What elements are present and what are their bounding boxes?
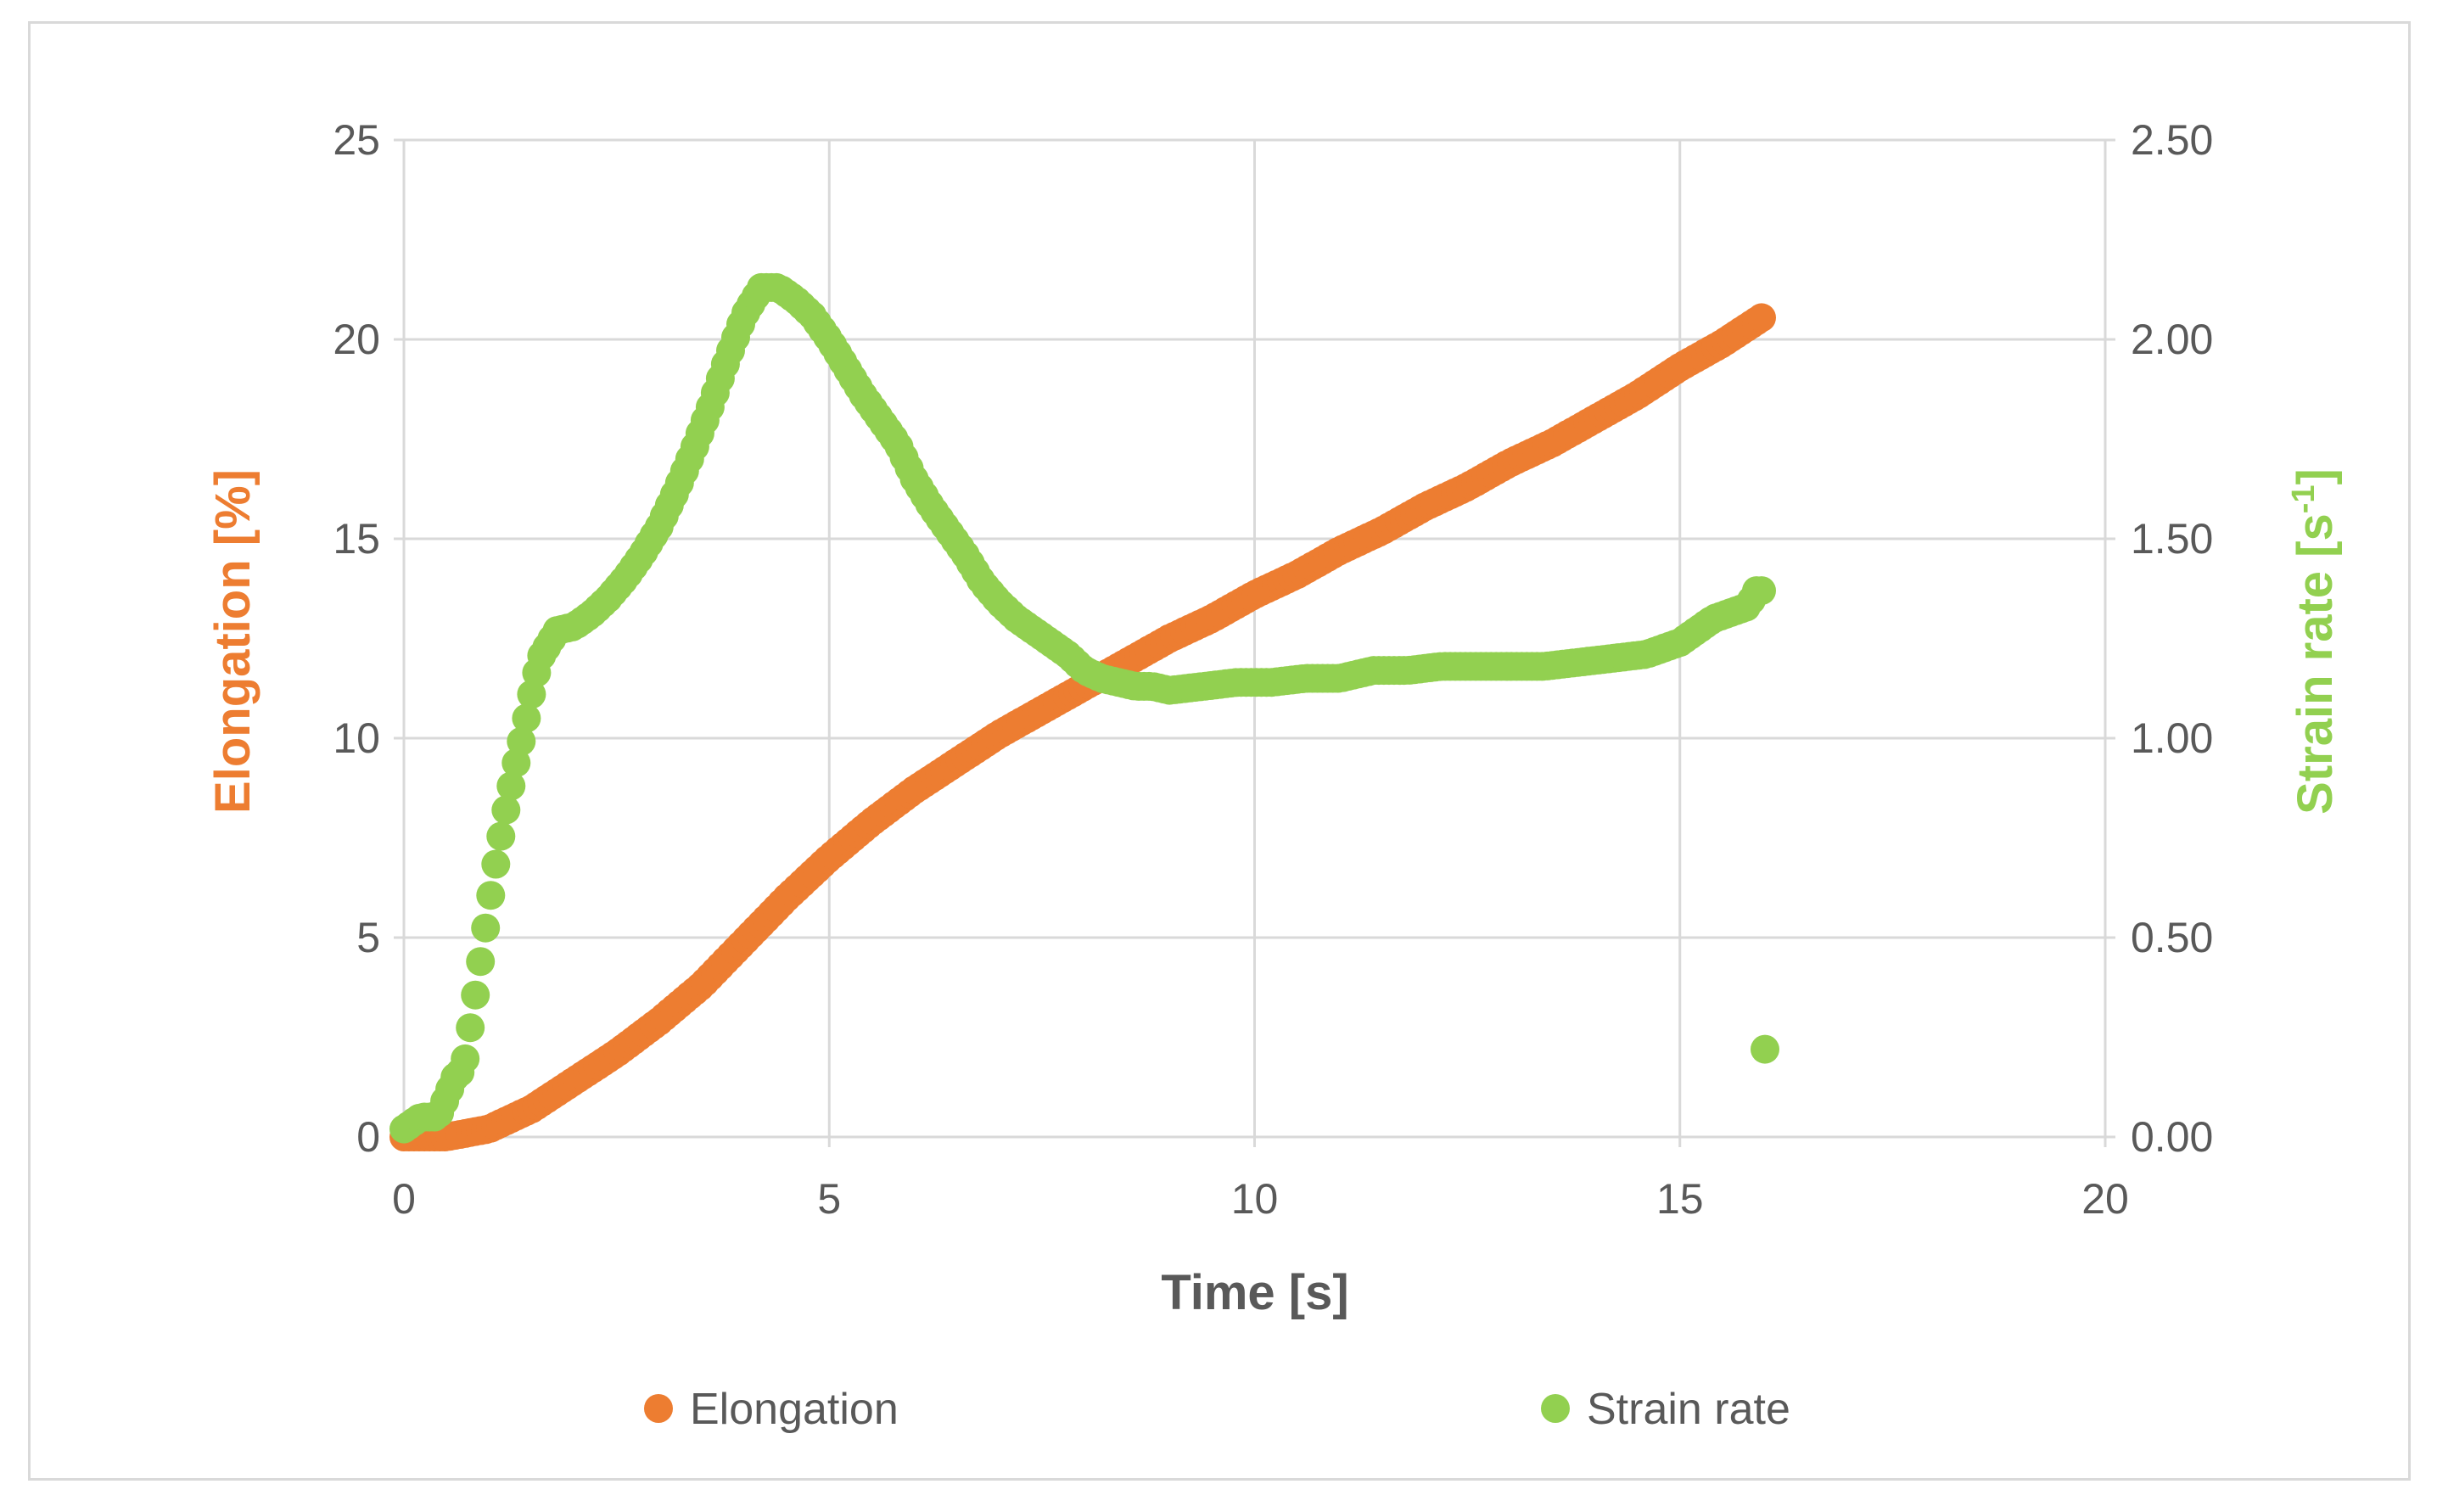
strain-rate-point <box>486 821 516 851</box>
strain-rate-point <box>512 703 541 733</box>
legend-marker-strain-rate <box>1541 1394 1570 1423</box>
x-axis-title: Time [s] <box>1161 1265 1348 1320</box>
strain-rate-point <box>507 726 536 756</box>
strain-rate-point <box>456 1013 485 1043</box>
y-left-tick-label: 15 <box>333 515 380 563</box>
legend: Elongation Strain rate <box>644 1385 1790 1434</box>
tick-labels: 0 5 10 15 20 25 0.00 0.50 1.00 1.50 2.00 2.50 0 5 10 15… <box>333 116 2213 1223</box>
y-right-tick-label: 1.50 <box>2131 515 2213 563</box>
elongation-series <box>389 303 1776 1151</box>
y-right-axis-title-sup: -1 <box>2286 484 2322 513</box>
strain-rate-point <box>476 881 506 910</box>
y-left-tick-label: 0 <box>356 1113 380 1161</box>
strain-rate-point <box>1747 576 1776 606</box>
legend-marker-elongation <box>644 1394 673 1423</box>
y-left-tick-label: 20 <box>333 316 380 363</box>
strain-rate-point <box>1751 1034 1779 1064</box>
legend-label-strain-rate: Strain rate <box>1587 1385 1790 1434</box>
strain-rate-point <box>491 795 521 825</box>
y-right-axis-title-main: Strain rate [s <box>2288 513 2343 815</box>
y-right-axis-title: Strain rate [s-1] <box>2286 468 2343 815</box>
y-left-tick-label: 10 <box>333 714 380 762</box>
strain-rate-point <box>466 947 496 977</box>
y-left-tick-label: 5 <box>356 914 380 961</box>
chart-area: 0 5 10 15 20 25 0.00 0.50 1.00 1.50 2.00 2.50 0 5 10 15… <box>28 21 2411 1481</box>
strain-rate-point <box>451 1044 480 1073</box>
x-tick-label: 20 <box>2081 1175 2129 1223</box>
x-tick-label: 10 <box>1231 1175 1279 1223</box>
y-right-tick-label: 0.00 <box>2131 1113 2213 1161</box>
strain-rate-series <box>389 272 1779 1144</box>
x-tick-label: 5 <box>817 1175 841 1223</box>
chart-svg: 0 5 10 15 20 25 0.00 0.50 1.00 1.50 2.00 2.50 0 5 10 15… <box>205 116 2343 1434</box>
y-right-tick-label: 0.50 <box>2131 914 2213 961</box>
strain-rate-point <box>461 980 490 1010</box>
y-left-tick-label: 25 <box>333 116 380 164</box>
gridlines <box>394 138 2115 1147</box>
x-tick-label: 15 <box>1656 1175 1704 1223</box>
strain-rate-point <box>517 680 546 709</box>
y-right-tick-label: 2.00 <box>2131 316 2213 363</box>
y-right-axis-title-close: ] <box>2288 468 2343 484</box>
strain-rate-point <box>471 913 501 943</box>
y-right-tick-label: 1.00 <box>2131 714 2213 762</box>
x-tick-label: 0 <box>392 1175 416 1223</box>
y-left-axis-title: Elongation [%] <box>205 469 261 814</box>
legend-label-elongation: Elongation <box>690 1385 899 1434</box>
strain-rate-point <box>496 771 526 801</box>
strain-rate-point <box>481 849 511 879</box>
elongation-point <box>1747 303 1776 333</box>
y-right-tick-label: 2.50 <box>2131 116 2213 164</box>
